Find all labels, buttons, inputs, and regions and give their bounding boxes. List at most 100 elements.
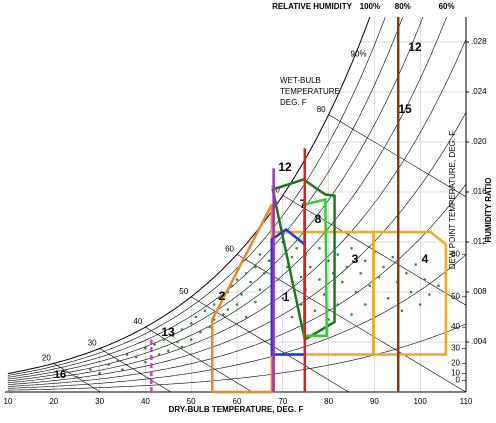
dew-point-label: 20 — [451, 358, 460, 367]
y-tick-label: .028 — [471, 37, 487, 46]
rh-label: 90% — [351, 50, 367, 59]
data-point — [194, 315, 198, 319]
data-point — [258, 253, 262, 256]
zone — [372, 230, 448, 356]
x-tick-label: 60 — [233, 397, 242, 406]
zone — [211, 203, 274, 394]
y-tick-label: .020 — [471, 137, 487, 146]
zone-label: 1 — [283, 290, 290, 304]
data-point — [180, 328, 184, 331]
dew-point-label: 0 — [456, 375, 461, 384]
data-point — [153, 343, 156, 346]
data-point — [167, 349, 170, 353]
data-point — [221, 313, 225, 316]
wet-bulb-line — [191, 296, 349, 392]
line-label: 12 — [408, 40, 422, 54]
data-point — [254, 265, 257, 269]
data-point — [89, 368, 92, 371]
data-point — [244, 271, 248, 275]
dp-title: DEW POINT TEMPERATURE, DEG. F — [448, 131, 457, 269]
data-point — [327, 259, 330, 263]
data-point — [263, 271, 266, 275]
data-point — [144, 346, 147, 350]
data-point — [313, 309, 317, 313]
x-tick-label: 40 — [141, 397, 150, 406]
wet-bulb-label: 40 — [133, 317, 142, 326]
wet-bulb-label: 70 — [271, 186, 280, 195]
data-point — [226, 308, 230, 311]
data-point — [244, 315, 248, 319]
data-point — [418, 303, 422, 306]
data-point — [290, 315, 294, 319]
wet-bulb-label: 60 — [225, 244, 234, 253]
data-point — [134, 355, 138, 359]
data-point — [290, 255, 294, 259]
data-point — [318, 278, 321, 281]
data-point — [318, 246, 321, 250]
data-point — [189, 321, 193, 325]
data-point — [336, 253, 340, 256]
data-point — [428, 293, 431, 296]
wet-bulb-label: 50 — [179, 287, 188, 296]
data-point — [267, 259, 271, 263]
data-point — [217, 296, 220, 300]
data-point — [400, 309, 404, 313]
x-tick-label: 20 — [49, 397, 58, 406]
rh-label: 80% — [395, 2, 411, 11]
rh-curve — [7, 17, 404, 378]
data-point — [414, 263, 417, 266]
data-point — [363, 259, 367, 263]
x-tick-label: 80 — [324, 397, 333, 406]
y-axis-title: HUMIDITY RATIO — [484, 177, 493, 242]
data-point — [75, 375, 78, 379]
wb-title: DEG. F — [280, 98, 307, 107]
data-point — [121, 368, 124, 371]
data-point — [203, 309, 207, 313]
data-point — [176, 340, 179, 344]
data-point — [327, 318, 330, 321]
line-label: 15 — [398, 102, 412, 116]
rh-curve — [7, 17, 447, 382]
zone — [270, 227, 307, 356]
data-point — [276, 278, 280, 281]
data-point — [295, 246, 298, 250]
zone-label: 8 — [315, 212, 322, 226]
data-point — [240, 293, 243, 296]
wet-bulb-label: 80 — [317, 105, 326, 114]
data-point — [107, 363, 111, 366]
rh-curve — [7, 323, 466, 391]
data-point — [116, 359, 120, 363]
data-point — [322, 293, 326, 296]
data-point — [423, 278, 427, 281]
data-point — [281, 296, 285, 300]
data-point — [405, 271, 408, 275]
dew-point-label: 60 — [451, 249, 460, 258]
dew-point-label: 50 — [451, 292, 460, 301]
line-label: 12 — [278, 160, 292, 174]
data-point — [386, 296, 390, 300]
data-point — [391, 255, 395, 259]
data-point — [354, 290, 358, 294]
data-point — [235, 278, 239, 281]
x-tick-label: 50 — [187, 397, 196, 406]
x-tick-label: 30 — [95, 397, 104, 406]
zone-label: 2 — [219, 289, 226, 303]
annotation: 16 — [54, 369, 66, 381]
x-tick-label: 110 — [460, 397, 473, 406]
data-point — [336, 303, 340, 306]
data-point — [157, 353, 161, 356]
y-tick-label: .016 — [471, 187, 487, 196]
data-point — [350, 313, 353, 316]
dew-point-label: 10 — [451, 369, 460, 378]
data-point — [189, 338, 193, 341]
data-point — [171, 334, 175, 338]
data-point — [162, 338, 166, 341]
data-point — [235, 303, 239, 306]
wet-bulb-line — [99, 348, 172, 392]
data-point — [199, 330, 202, 334]
data-point — [254, 300, 257, 304]
line-label: 13 — [161, 325, 175, 339]
data-point — [208, 325, 211, 329]
data-point — [345, 265, 349, 269]
